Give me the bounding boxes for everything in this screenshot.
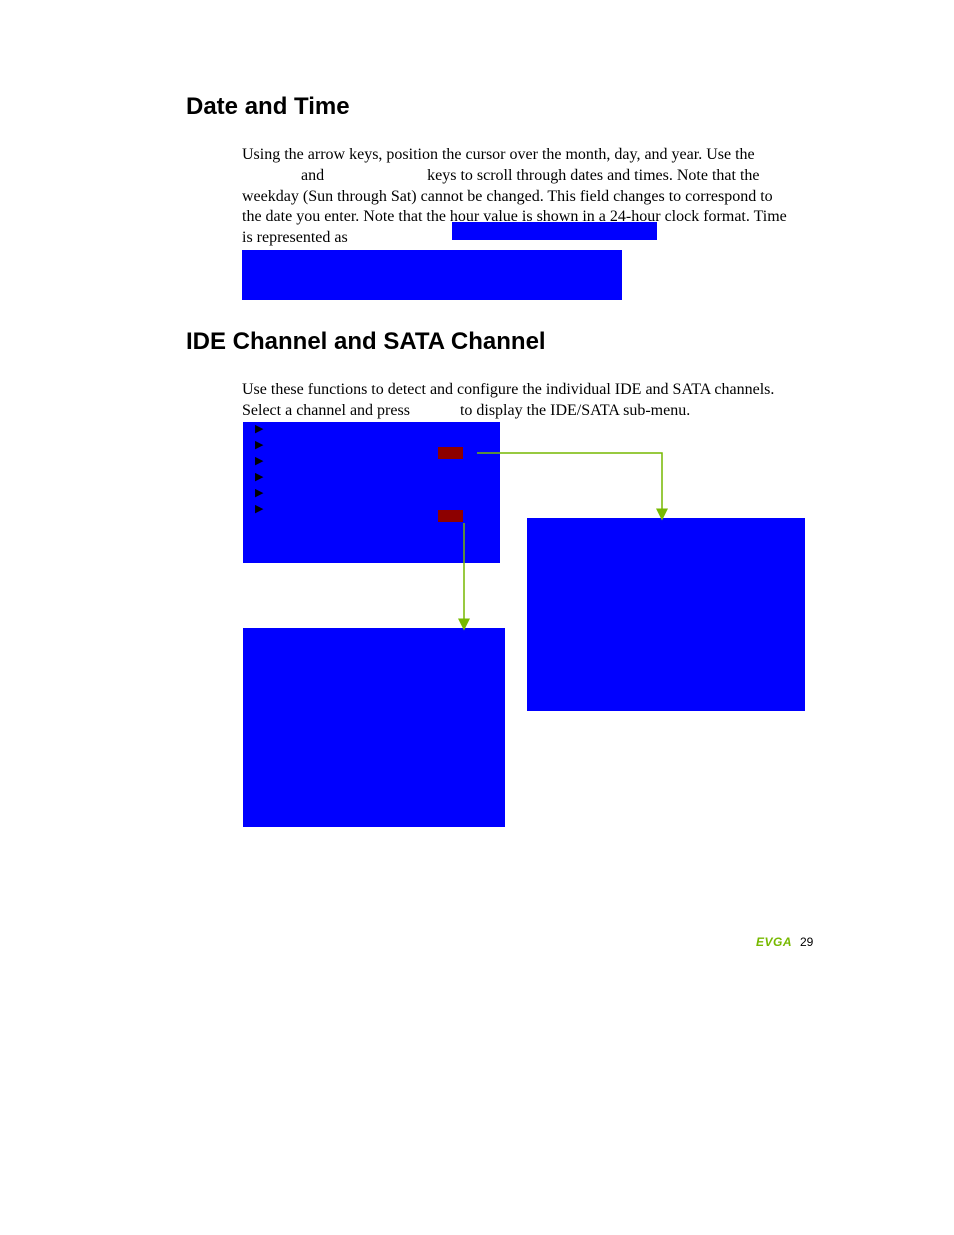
- p2-b: to display the IDE/SATA sub-menu.: [460, 402, 690, 419]
- p1-and: and: [301, 167, 324, 184]
- format-highlight: [452, 222, 657, 240]
- p1-keys: keys to scroll through dates and times. …: [427, 167, 759, 184]
- submenu-bottom-box: [243, 628, 505, 827]
- date-time-example-box: [242, 250, 622, 300]
- heading-date-time: Date and Time: [186, 93, 350, 121]
- channel-list-box: [243, 422, 500, 563]
- paragraph-ide-sata: Use these functions to detect and config…: [242, 380, 787, 422]
- heading-ide-sata: IDE Channel and SATA Channel: [186, 328, 546, 356]
- p1-line1: Using the arrow keys, position the curso…: [242, 146, 755, 163]
- footer-page-number: 29: [800, 935, 813, 949]
- channel-highlight-2: [438, 510, 463, 522]
- footer-brand: EVGA: [756, 935, 792, 949]
- channel-highlight-1: [438, 447, 463, 459]
- submenu-right-box: [527, 518, 805, 711]
- document-page: Date and Time Using the arrow keys, posi…: [0, 0, 954, 1235]
